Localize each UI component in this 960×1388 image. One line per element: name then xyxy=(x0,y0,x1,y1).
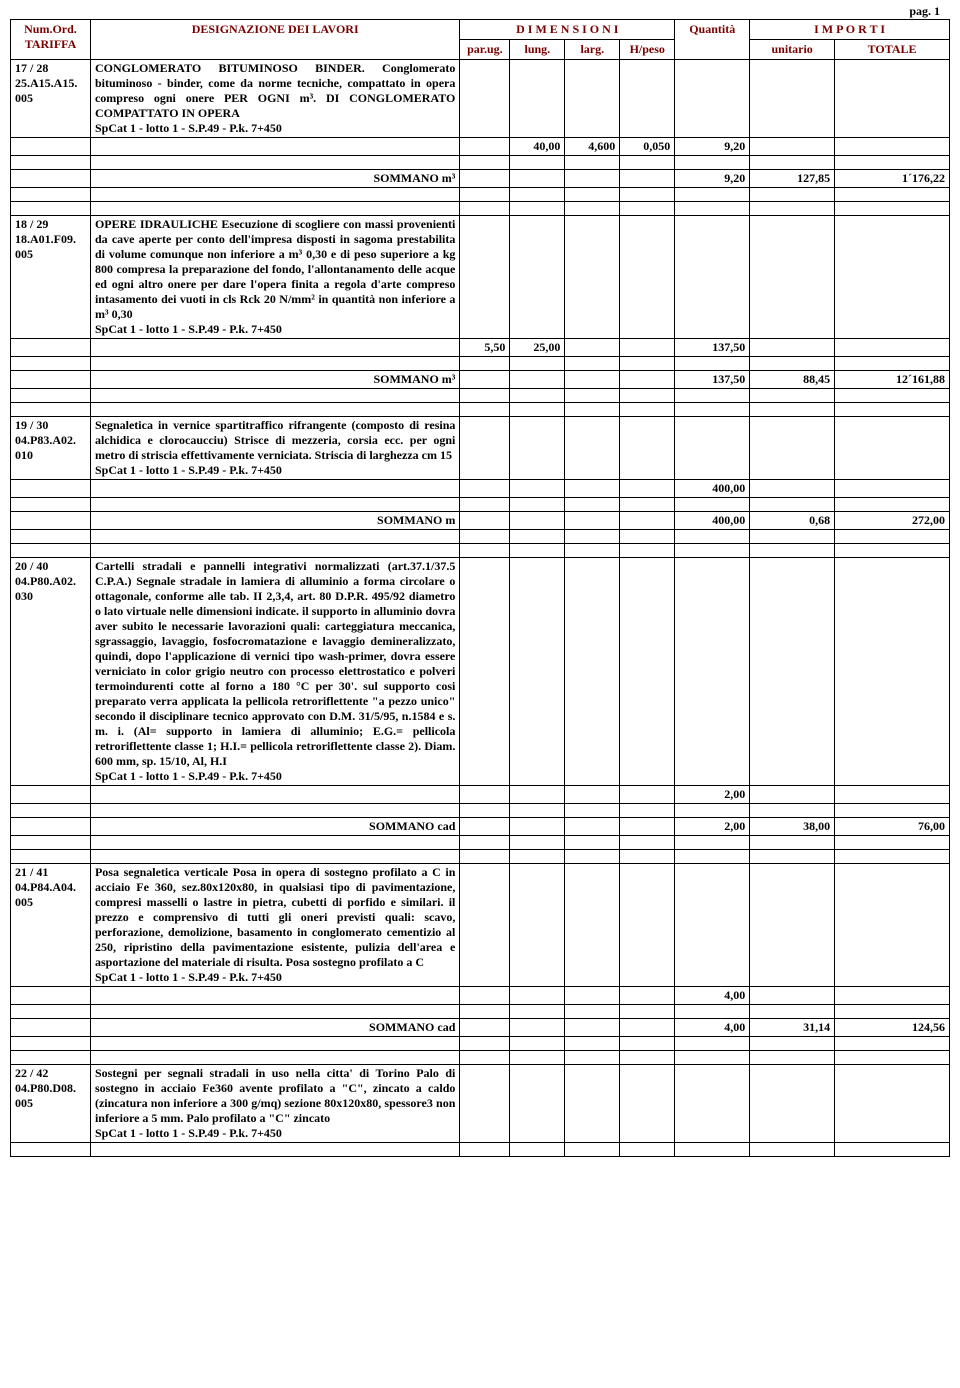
hdr-lung: lung. xyxy=(510,40,565,60)
line-item: 18 / 2918.A01.F09.005OPERE IDRAULICHE Es… xyxy=(11,216,950,339)
dimension-row: 40,004,6000,0509,20 xyxy=(11,138,950,156)
line-item: 21 / 4104.P84.A04.005Posa segnaletica ve… xyxy=(11,864,950,987)
dimension-row: 400,00 xyxy=(11,480,950,498)
page-number: pag. 1 xyxy=(0,0,960,19)
dimension-row: 2,00 xyxy=(11,786,950,804)
hdr-designazione: DESIGNAZIONE DEI LAVORI xyxy=(90,20,459,60)
line-item: 17 / 2825.A15.A15.005CONGLOMERATO BITUMI… xyxy=(11,60,950,138)
hdr-totale: TOTALE xyxy=(835,40,950,60)
sommano-row: SOMMANO m³9,20127,851´176,22 xyxy=(11,170,950,188)
hdr-parug: par.ug. xyxy=(460,40,510,60)
line-item: 22 / 4204.P80.D08.005Sostegni per segnal… xyxy=(11,1065,950,1143)
main-table: Num.Ord.TARIFFA DESIGNAZIONE DEI LAVORI … xyxy=(10,19,950,1157)
hdr-unitario: unitario xyxy=(750,40,835,60)
sommano-row: SOMMANO m³137,5088,4512´161,88 xyxy=(11,371,950,389)
hdr-larg: larg. xyxy=(565,40,620,60)
hdr-hpeso: H/peso xyxy=(620,40,675,60)
hdr-tariffa: Num.Ord.TARIFFA xyxy=(11,20,91,60)
sommano-row: SOMMANO cad4,0031,14124,56 xyxy=(11,1019,950,1037)
line-item: 19 / 3004.P83.A02.010Segnaletica in vern… xyxy=(11,417,950,480)
hdr-importi: I M P O R T I xyxy=(750,20,950,40)
line-item: 20 / 4004.P80.A02.030Cartelli stradali e… xyxy=(11,558,950,786)
hdr-quantita: Quantità xyxy=(675,20,750,60)
dimension-row: 5,5025,00137,50 xyxy=(11,339,950,357)
sommano-row: SOMMANO cad2,0038,0076,00 xyxy=(11,818,950,836)
dimension-row: 4,00 xyxy=(11,987,950,1005)
sommano-row: SOMMANO m400,000,68272,00 xyxy=(11,512,950,530)
hdr-dimensioni: D I M E N S I O N I xyxy=(460,20,675,40)
